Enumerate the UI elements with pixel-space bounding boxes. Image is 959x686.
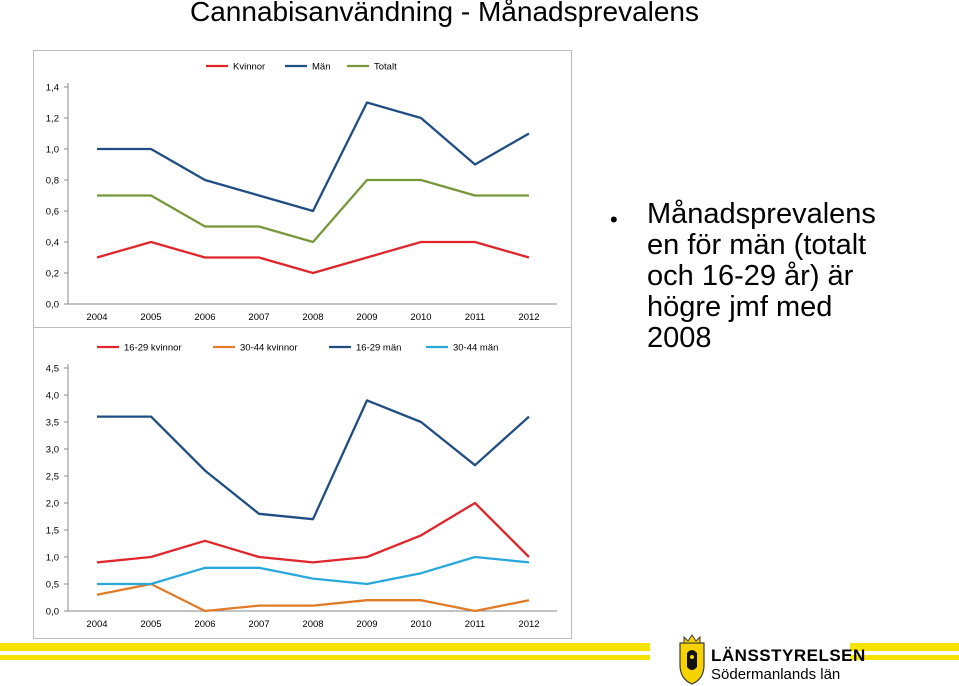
chart-by-age-group-svg: 0,0 0,5 1,0 1,5 2,0 2,5 3,0 3,5 4,0 4,5 2004 2005 20… xyxy=(46,343,557,630)
series-line xyxy=(96,240,530,275)
series-line xyxy=(97,101,530,213)
footer-stripe xyxy=(0,643,650,651)
legend-label: Totalt xyxy=(374,62,397,73)
x-tick-label: 2012 xyxy=(518,619,539,630)
legend-label: 30-44 kvinnor xyxy=(240,343,298,354)
x-tick-label: 2010 xyxy=(410,312,431,323)
x-tick-label: 2007 xyxy=(248,312,269,323)
y-tick-label: 1,2 xyxy=(46,114,59,125)
x-tick-label: 2008 xyxy=(302,619,323,630)
bullet-text: Månadsprevalens en för män (totalt och 1… xyxy=(647,198,876,354)
chart-by-age-group: 0,0 0,5 1,0 1,5 2,0 2,5 3,0 3,5 4,0 4,5 2004 2005 20… xyxy=(33,327,572,639)
legend-label: 16-29 män xyxy=(356,343,401,354)
footer-stripe xyxy=(850,655,959,660)
x-tick-label: 2004 xyxy=(86,619,107,630)
legend-label: 16-29 kvinnor xyxy=(124,343,182,354)
footer-stripe xyxy=(850,643,959,651)
chart-total-by-gender-svg: 0,0 0,2 0,4 0,6 0,8 1,0 1,2 1,4 2004 2005 2006 2007… xyxy=(46,62,557,323)
x-tick-label: 2010 xyxy=(410,619,431,630)
chart-total-by-gender: 0,0 0,2 0,4 0,6 0,8 1,0 1,2 1,4 2004 2005 2006 2007… xyxy=(33,50,572,328)
series-line xyxy=(96,582,530,613)
series-line xyxy=(96,501,530,564)
legend-label: Män xyxy=(312,62,330,73)
legend-label: 30-44 män xyxy=(453,343,498,354)
series-line xyxy=(97,555,530,586)
x-tick-label: 2006 xyxy=(194,619,215,630)
y-tick-label: 1,5 xyxy=(46,526,59,537)
x-tick-label: 2009 xyxy=(356,619,377,630)
x-tick-label: 2005 xyxy=(140,312,161,323)
y-tick-label: 3,5 xyxy=(46,418,59,429)
x-tick-label: 2008 xyxy=(302,312,323,323)
logo-organisation-name: LÄNSSTYRELSEN xyxy=(711,646,866,665)
y-tick-label: 0,8 xyxy=(46,176,59,187)
y-tick-label: 0,2 xyxy=(46,269,59,280)
x-tick-label: 2009 xyxy=(356,312,377,323)
x-tick-label: 2007 xyxy=(248,619,269,630)
coat-of-arms-icon xyxy=(679,634,705,685)
y-tick-label: 0,6 xyxy=(46,207,59,218)
y-tick-label: 2,0 xyxy=(46,499,59,510)
logo xyxy=(675,632,959,686)
x-tick-label: 2006 xyxy=(194,312,215,323)
y-tick-label: 0,0 xyxy=(46,300,59,311)
y-tick-label: 4,0 xyxy=(46,391,59,402)
slide-title: Cannabisanvändning - Månadsprevalens xyxy=(190,0,700,27)
legend-label: Kvinnor xyxy=(233,62,265,73)
footer-stripe xyxy=(0,655,650,660)
y-tick-label: 4,5 xyxy=(46,364,59,375)
x-tick-label: 2011 xyxy=(465,312,485,323)
y-tick-label: 3,0 xyxy=(46,445,59,456)
y-tick-label: 0,0 xyxy=(46,607,59,618)
y-tick-label: 2,5 xyxy=(46,472,59,483)
y-tick-label: 1,4 xyxy=(46,83,59,94)
y-tick-label: 0,5 xyxy=(46,580,59,591)
series-line xyxy=(97,399,530,521)
y-tick-label: 1,0 xyxy=(46,553,59,564)
x-tick-label: 2012 xyxy=(518,312,539,323)
x-tick-label: 2005 xyxy=(140,619,161,630)
bullet-dot-icon: • xyxy=(610,207,618,232)
logo-region-name: Södermanlands län xyxy=(711,666,841,683)
y-tick-label: 1,0 xyxy=(46,145,59,156)
x-tick-label: 2011 xyxy=(465,619,485,630)
x-tick-label: 2004 xyxy=(86,312,107,323)
series-line xyxy=(97,178,529,244)
y-tick-label: 0,4 xyxy=(46,238,59,249)
